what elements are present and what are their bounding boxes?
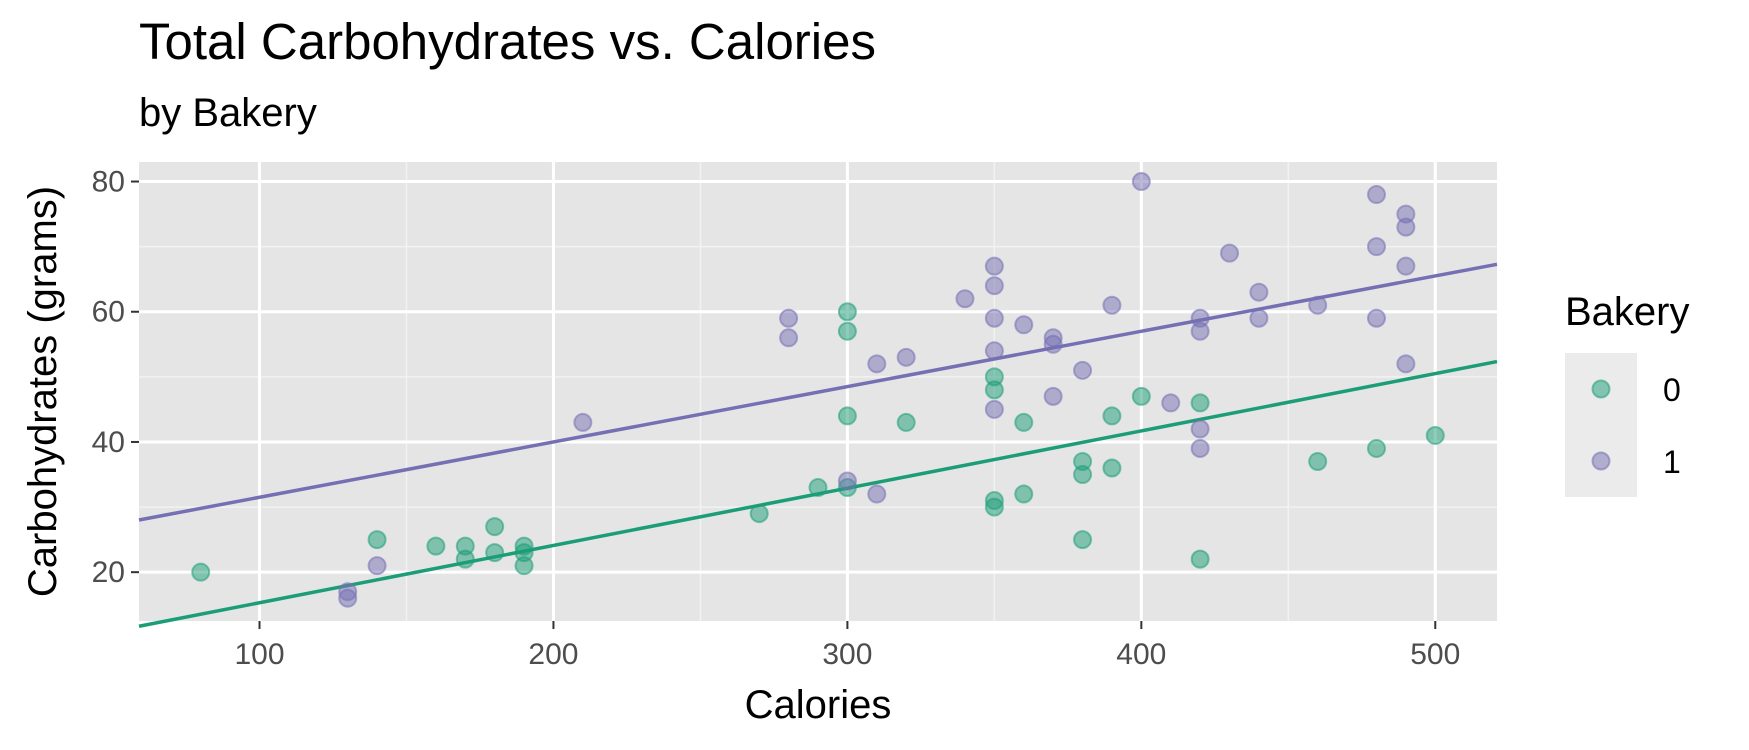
y-axis-title: Carbohydrates (grams) (21, 186, 65, 597)
data-point-1 (1073, 360, 1093, 380)
y-tick-label: 20 (92, 556, 125, 589)
data-point-1 (837, 471, 857, 491)
data-point-0 (837, 302, 857, 322)
legend-key-0 (1591, 379, 1611, 399)
data-point-1 (984, 341, 1004, 361)
x-axis-title: Calories (745, 683, 892, 727)
data-point-0 (837, 406, 857, 426)
data-point-1 (1396, 217, 1416, 237)
data-point-1 (984, 308, 1004, 328)
data-point-1 (1014, 315, 1034, 335)
x-tick-label: 200 (528, 638, 578, 671)
data-point-0 (1308, 451, 1328, 471)
data-point-1 (1190, 419, 1210, 439)
data-point-0 (367, 530, 387, 550)
grid-minor (139, 162, 1497, 621)
data-point-1 (1102, 295, 1122, 315)
data-point-1 (1190, 321, 1210, 341)
data-point-0 (984, 380, 1004, 400)
data-point-1 (1366, 185, 1386, 205)
legend-key-1 (1591, 451, 1611, 471)
legend-label-0: 0 (1663, 372, 1681, 408)
data-point-0 (1073, 530, 1093, 550)
data-point-0 (1102, 458, 1122, 478)
data-point-1 (1249, 308, 1269, 328)
legend-label-1: 1 (1663, 444, 1681, 480)
data-point-1 (955, 289, 975, 309)
data-point-0 (1014, 412, 1034, 432)
data-point-1 (1396, 354, 1416, 374)
fit-line-1 (138, 262, 1498, 522)
data-point-0 (1190, 393, 1210, 413)
data-point-1 (1043, 386, 1063, 406)
x-tick-label: 500 (1410, 638, 1460, 671)
chart-title: Total Carbohydrates vs. Calories (139, 13, 876, 70)
data-point-0 (808, 478, 828, 498)
data-point-1 (1366, 308, 1386, 328)
data-point-0 (1425, 425, 1445, 445)
data-point-1 (896, 347, 916, 367)
data-point-0 (896, 412, 916, 432)
data-point-1 (867, 484, 887, 504)
data-point-0 (485, 543, 505, 563)
data-point-0 (837, 321, 857, 341)
data-point-0 (1102, 406, 1122, 426)
data-point-1 (338, 588, 358, 608)
data-point-1 (779, 308, 799, 328)
y-tick-label: 80 (92, 166, 125, 199)
data-point-1 (984, 276, 1004, 296)
x-tick-label: 400 (1116, 638, 1166, 671)
data-point-1 (779, 328, 799, 348)
data-point-0 (984, 497, 1004, 517)
data-point-1 (1366, 237, 1386, 257)
data-point-1 (867, 354, 887, 374)
y-axis: 20 40 60 80 (92, 166, 139, 589)
data-point-1 (1161, 393, 1181, 413)
data-point-0 (749, 504, 769, 524)
y-tick-label: 60 (92, 296, 125, 329)
data-point-1 (1043, 334, 1063, 354)
grid-major (139, 162, 1497, 621)
x-axis: 100 200 300 400 500 (234, 621, 1460, 671)
data-point-0 (1131, 386, 1151, 406)
data-point-0 (514, 556, 534, 576)
data-point-0 (191, 562, 211, 582)
data-point-1 (984, 399, 1004, 419)
y-tick-label: 40 (92, 426, 125, 459)
data-point-1 (1249, 282, 1269, 302)
data-point-1 (1131, 172, 1151, 192)
data-points (191, 172, 1445, 608)
data-point-1 (367, 556, 387, 576)
data-point-0 (1014, 484, 1034, 504)
legend-title: Bakery (1565, 290, 1690, 334)
data-point-0 (426, 536, 446, 556)
data-point-0 (1190, 549, 1210, 569)
data-point-0 (1073, 465, 1093, 485)
data-point-1 (1220, 243, 1240, 263)
data-point-1 (1190, 438, 1210, 458)
data-point-1 (1308, 295, 1328, 315)
data-point-1 (573, 412, 593, 432)
data-point-0 (455, 549, 475, 569)
legend-key-background (1565, 353, 1637, 497)
x-tick-label: 100 (234, 638, 284, 671)
chart-subtitle: by Bakery (139, 91, 317, 135)
data-point-1 (984, 256, 1004, 276)
data-point-0 (485, 517, 505, 537)
data-point-0 (1366, 438, 1386, 458)
data-point-1 (1396, 256, 1416, 276)
legend: Bakery 0 1 (1565, 290, 1690, 497)
x-tick-label: 300 (822, 638, 872, 671)
